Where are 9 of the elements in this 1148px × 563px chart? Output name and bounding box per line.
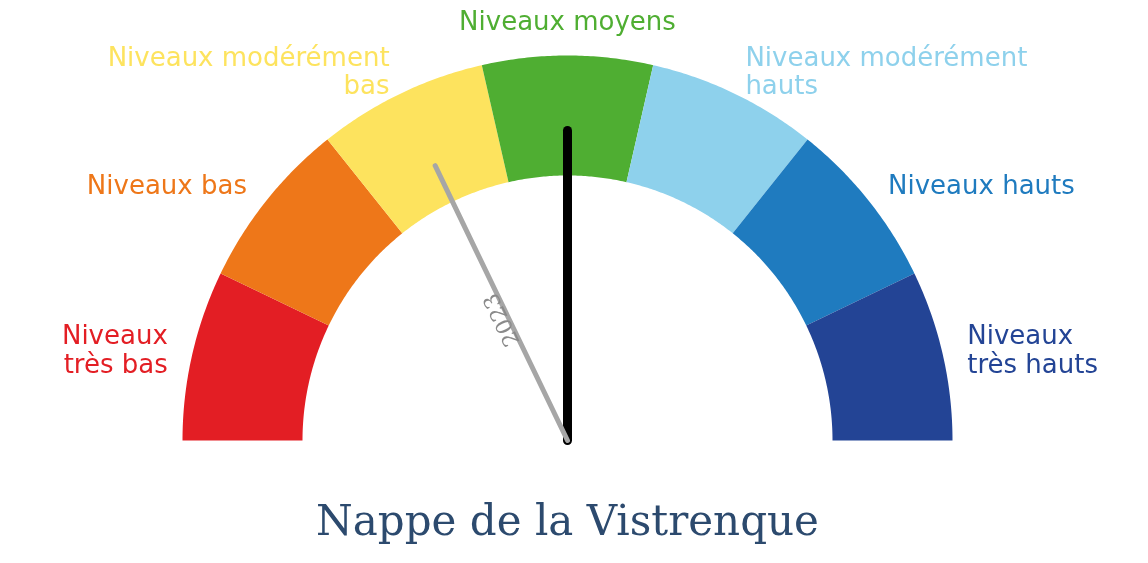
text: Nappe de la Vistrenque	[316, 496, 819, 545]
text: 2023	[477, 289, 525, 351]
slice-label: Niveaux très hauts	[967, 320, 1098, 379]
slice-label: Niveaux bas	[86, 169, 247, 200]
slice-label: Niveaux modérément hauts	[745, 41, 1028, 101]
slice-label: Niveaux hauts	[888, 169, 1075, 200]
slice-label: Niveaux modérément bas	[107, 41, 390, 101]
slice-label: Niveaux moyens	[459, 5, 676, 36]
slice-label: Niveaux très bas	[61, 320, 168, 379]
